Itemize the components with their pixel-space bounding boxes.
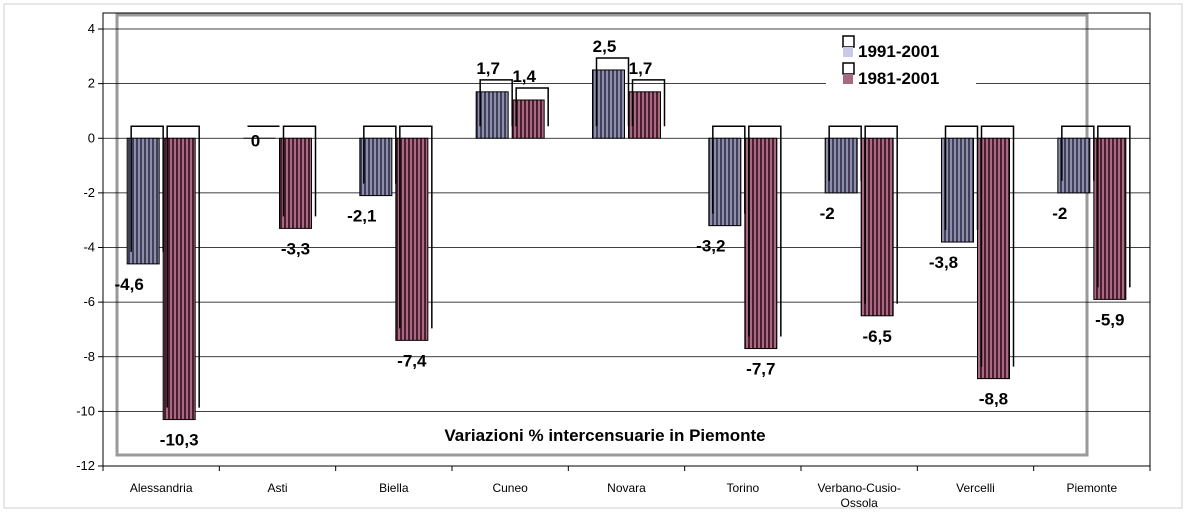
bar-frame xyxy=(864,125,898,304)
category-label: Torino xyxy=(726,481,759,495)
chart-outer-border xyxy=(3,3,1183,509)
data-label: -2 xyxy=(1052,204,1067,223)
bar-1991-2001-Piemonte xyxy=(1057,137,1091,194)
data-label: -3,2 xyxy=(696,237,725,256)
legend-label-1: 1981-2001 xyxy=(858,69,939,88)
data-label: -6,5 xyxy=(863,327,892,346)
bar-1991-2001-Cuneo xyxy=(475,91,509,139)
data-label: 1,7 xyxy=(476,59,500,78)
category-label: Piemonte xyxy=(1066,481,1117,495)
bar-frame xyxy=(944,125,979,231)
category-label: Alessandria xyxy=(130,481,193,495)
bar-frame xyxy=(515,87,549,127)
bar-frame xyxy=(748,125,782,337)
y-tick-label: -10 xyxy=(76,403,95,418)
bar-1981-2001-Piemonte xyxy=(1093,137,1127,300)
category-label: Vercelli xyxy=(956,481,995,495)
data-label: 1,7 xyxy=(629,59,653,78)
legend-swatch-0 xyxy=(843,47,853,57)
bar-frame xyxy=(1061,125,1095,181)
bar-frame xyxy=(980,125,1015,367)
bar-1981-2001-Verbano-Cusio-Ossola xyxy=(860,137,894,317)
bar-1981-2001-Asti xyxy=(279,137,312,229)
bar-1981-2001-Torino xyxy=(744,137,778,350)
data-label: -7,7 xyxy=(746,360,775,379)
bar-1991-2001-Biella xyxy=(359,137,393,197)
y-tick-label: 4 xyxy=(88,21,95,36)
bar-frame xyxy=(712,125,746,214)
category-label: Biella xyxy=(379,481,409,495)
bar-frame xyxy=(399,125,433,329)
y-tick-label: 0 xyxy=(88,130,95,145)
category-label: Cuneo xyxy=(492,481,528,495)
chart-title: Variazioni % intercensuarie in Piemonte xyxy=(444,426,765,445)
bar-1991-2001-Alessandria xyxy=(126,137,160,265)
bar-1981-2001-Novara xyxy=(628,91,661,139)
bar-frame xyxy=(166,125,200,408)
legend-label-0: 1991-2001 xyxy=(858,42,939,61)
y-tick-label: 2 xyxy=(88,76,95,91)
bar-frame xyxy=(363,125,397,184)
data-label: 2,5 xyxy=(593,37,617,56)
data-label: -3,8 xyxy=(929,253,958,272)
bar-1981-2001-Cuneo xyxy=(511,99,545,139)
legend-swatch-1 xyxy=(843,74,853,84)
bar-frame xyxy=(595,57,630,127)
bar-frame xyxy=(130,125,164,252)
bar-1981-2001-Alessandria xyxy=(162,137,196,421)
bar-frame xyxy=(828,125,862,181)
data-label: -10,3 xyxy=(160,431,199,450)
category-label: Novara xyxy=(607,481,646,495)
data-label: -4,6 xyxy=(115,275,144,294)
bar-frame xyxy=(631,79,666,127)
data-label: -8,8 xyxy=(979,390,1008,409)
data-label: -2 xyxy=(820,204,835,223)
data-label: -7,4 xyxy=(397,351,427,370)
bar-frame xyxy=(479,79,513,127)
bar-frame xyxy=(1097,125,1131,288)
data-label: -2,1 xyxy=(347,207,376,226)
bar-frame xyxy=(282,125,317,217)
inner-frame xyxy=(115,13,1089,457)
data-label: -3,3 xyxy=(281,239,310,258)
bar-1991-2001-Novara xyxy=(592,69,625,139)
y-tick-label: -2 xyxy=(83,185,95,200)
y-tick-label: -4 xyxy=(83,240,95,255)
y-tick-label: -8 xyxy=(83,349,95,364)
category-label: Asti xyxy=(267,481,287,495)
data-label: -5,9 xyxy=(1095,310,1124,329)
y-tick-label: -12 xyxy=(76,458,95,473)
bar-1991-2001-Vercelli xyxy=(941,137,974,243)
bar-1981-2001-Vercelli xyxy=(977,137,1010,380)
bar-1981-2001-Biella xyxy=(395,137,429,341)
category-label: Verbano-Cusio-Ossola xyxy=(817,481,900,510)
data-label: 0 xyxy=(251,131,260,150)
legend: 1991-2001 1981-2001 xyxy=(826,35,976,98)
y-tick-label: -6 xyxy=(83,294,95,309)
bar-1991-2001-Verbano-Cusio-Ossola xyxy=(824,137,858,194)
bar-1991-2001-Torino xyxy=(708,137,742,227)
data-label: 1,4 xyxy=(512,67,536,86)
